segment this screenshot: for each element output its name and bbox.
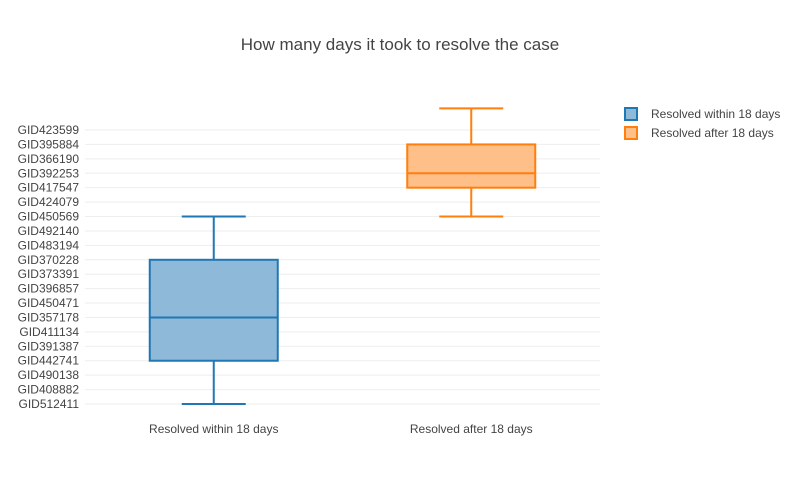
y-tick-label: GID357178 [18, 310, 80, 324]
legend-swatch [624, 126, 638, 140]
box-within-18-days[interactable] [148, 215, 279, 405]
y-tick-label: GID391387 [18, 339, 80, 353]
y-tick-label: GID423599 [18, 123, 80, 137]
y-tick-label: GID450569 [18, 210, 80, 224]
y-tick-label: GID490138 [18, 368, 80, 382]
y-tick-label: GID417547 [18, 181, 80, 195]
y-tick-label: GID450471 [18, 296, 80, 310]
legend[interactable]: Resolved within 18 days Resolved after 18… [624, 107, 780, 140]
x-axis-ticks: Resolved within 18 days Resolved after 18… [149, 422, 533, 436]
legend-item[interactable]: Resolved after 18 days [624, 126, 774, 140]
y-tick-label: GID512411 [19, 397, 80, 411]
y-tick-label: GID370228 [18, 253, 80, 267]
box-after-18-days[interactable] [406, 107, 537, 218]
legend-label: Resolved after 18 days [651, 126, 774, 140]
y-tick-label: GID483194 [18, 238, 80, 252]
y-tick-label: GID408882 [18, 383, 80, 397]
y-tick-label: GID442741 [18, 354, 80, 368]
y-tick-label: GID392253 [18, 166, 80, 180]
y-tick-label: GID492140 [18, 224, 80, 238]
boxes [148, 107, 537, 405]
iqr-box [148, 258, 279, 362]
legend-item[interactable]: Resolved within 18 days [624, 107, 780, 121]
y-tick-label: GID395884 [18, 137, 80, 151]
x-tick-label: Resolved within 18 days [149, 422, 278, 436]
x-tick-label: Resolved after 18 days [410, 422, 533, 436]
chart-title: How many days it took to resolve the cas… [241, 35, 559, 54]
y-tick-label: GID396857 [18, 282, 80, 296]
legend-swatch [624, 107, 638, 121]
iqr-box [406, 143, 537, 189]
legend-label: Resolved within 18 days [651, 107, 780, 121]
y-tick-label: GID424079 [18, 195, 80, 209]
y-tick-label: GID411134 [19, 325, 79, 339]
y-tick-label: GID373391 [18, 267, 80, 281]
y-tick-label: GID366190 [18, 152, 80, 166]
y-axis-ticks: GID512411GID408882GID490138GID442741GID3… [18, 123, 80, 411]
